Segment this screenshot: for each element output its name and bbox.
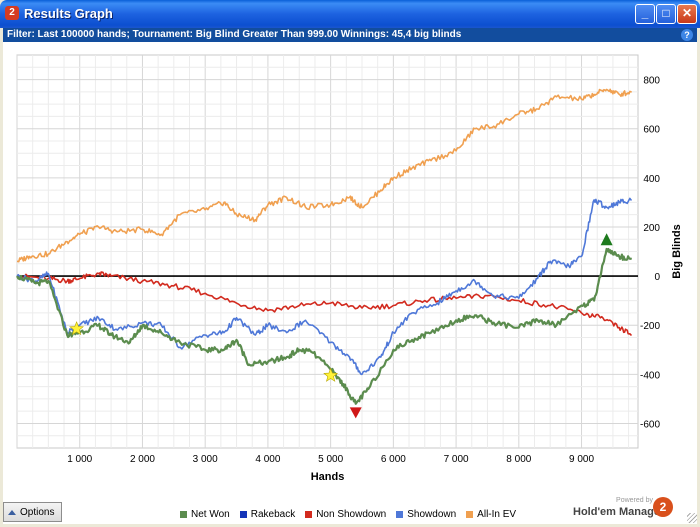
- legend-swatch: [305, 510, 313, 518]
- x-tick-label: 9 000: [569, 454, 594, 465]
- star-marker: [69, 321, 84, 336]
- series-line-net-won: [16, 247, 632, 405]
- x-tick-label: 7 000: [444, 454, 469, 465]
- legend-swatch: [466, 510, 474, 518]
- series-line-non-showdown: [16, 271, 632, 336]
- legend-item[interactable]: All-In EV: [466, 509, 516, 520]
- y-tick-label: 600: [643, 125, 660, 136]
- legend-label: Non Showdown: [316, 508, 387, 520]
- legend-label: All-In EV: [477, 508, 517, 520]
- app-icon: 2: [5, 6, 19, 20]
- minimize-button[interactable]: _: [635, 4, 655, 24]
- window-title: Results Graph: [24, 6, 113, 21]
- legend-label: Rakeback: [250, 508, 296, 520]
- options-label: Options: [20, 506, 55, 518]
- y-tick-label: -600: [640, 419, 660, 430]
- y-axis-label: Big Blinds: [671, 224, 683, 278]
- legend-swatch: [180, 510, 187, 518]
- powered-by-text: Powered by: [616, 497, 653, 504]
- series-line-all-in-ev: [16, 88, 632, 263]
- title-bar: 2 Results Graph _ □ ✕: [0, 0, 700, 28]
- x-tick-label: 3 000: [193, 454, 218, 465]
- x-tick-label: 5 000: [318, 454, 343, 465]
- legend-item[interactable]: Non Showdown: [305, 509, 386, 520]
- legend-label: Showdown: [407, 508, 457, 520]
- y-tick-label: 200: [643, 223, 660, 234]
- options-button[interactable]: Options: [3, 502, 62, 522]
- x-tick-label: 4 000: [255, 454, 280, 465]
- x-tick-label: 2 000: [130, 454, 155, 465]
- x-tick-label: 1 000: [67, 454, 92, 465]
- x-axis-label: Hands: [311, 471, 345, 483]
- chart-legend: Net Won Rakeback Non Showdown Showdown All-I…: [180, 507, 516, 521]
- star-marker: [323, 367, 339, 382]
- legend-label: Net Won: [191, 508, 230, 520]
- y-tick-label: 0: [654, 272, 660, 283]
- brand-logo: 2: [653, 497, 673, 517]
- resize-grip[interactable]: [687, 513, 697, 523]
- expand-arrow-icon: [8, 509, 16, 515]
- legend-swatch: [396, 510, 404, 518]
- legend-item[interactable]: Showdown: [396, 509, 456, 520]
- y-tick-label: 400: [643, 174, 660, 185]
- close-button[interactable]: ✕: [677, 4, 697, 24]
- brand-name: Hold'em Manager: [573, 506, 665, 518]
- x-tick-label: 8 000: [506, 454, 531, 465]
- help-icon[interactable]: ?: [681, 29, 693, 41]
- maximize-button[interactable]: □: [656, 4, 676, 24]
- y-tick-label: -400: [640, 370, 660, 381]
- series-line-showdown: [16, 197, 632, 376]
- legend-swatch: [239, 510, 247, 518]
- x-tick-label: 6 000: [381, 454, 406, 465]
- legend-item[interactable]: Net Won: [180, 509, 230, 520]
- max-marker: [600, 233, 613, 246]
- filter-bar: Filter: Last 100000 hands; Tournament: B…: [3, 28, 697, 42]
- y-tick-label: -200: [640, 321, 660, 332]
- legend-item[interactable]: Rakeback: [239, 508, 296, 520]
- min-marker: [349, 407, 362, 419]
- y-tick-label: 800: [643, 76, 660, 87]
- filter-text: Filter: Last 100000 hands; Tournament: B…: [7, 29, 462, 40]
